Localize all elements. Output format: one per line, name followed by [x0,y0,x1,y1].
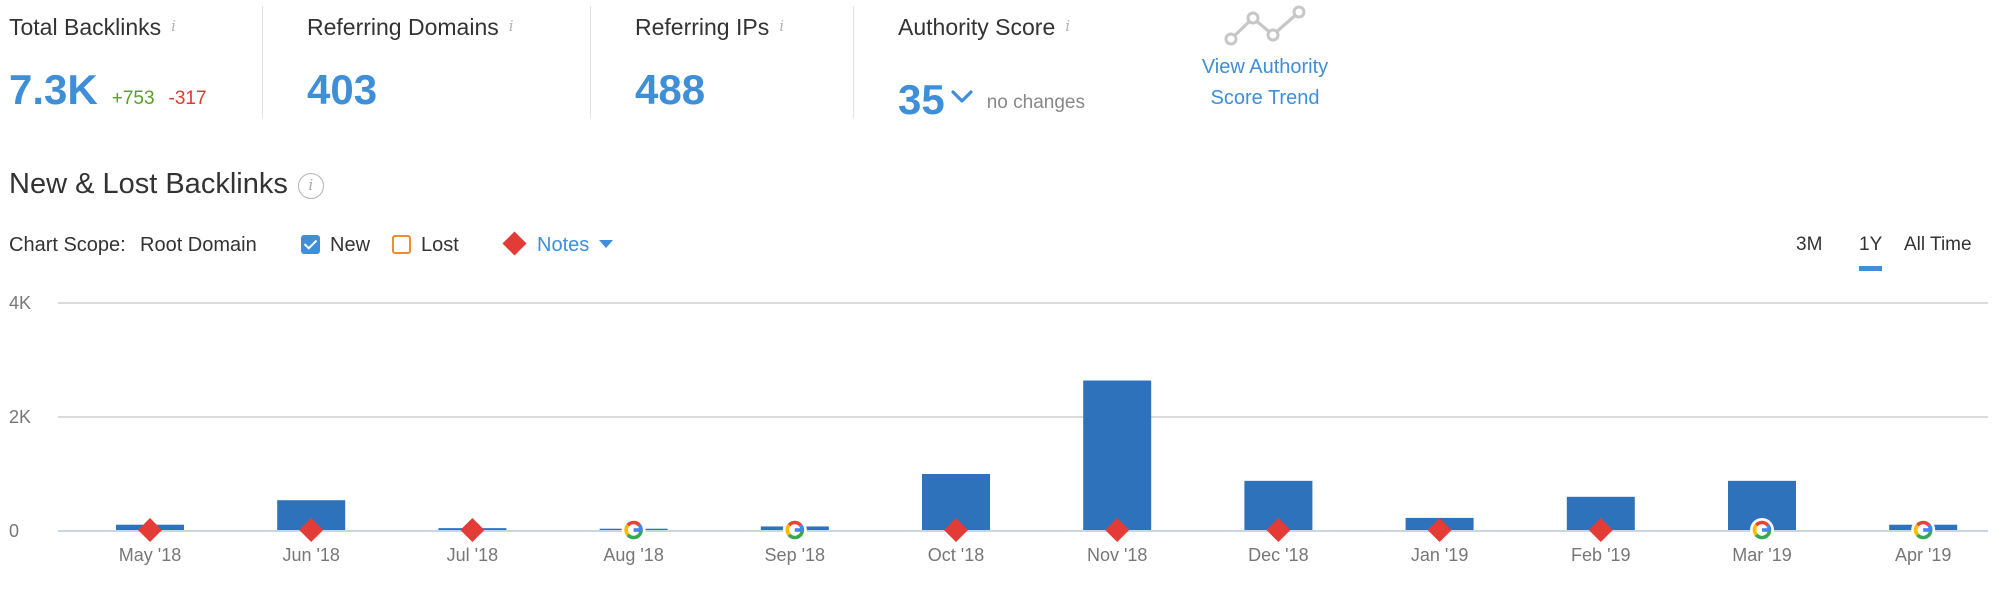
checkbox-unchecked-icon[interactable] [392,235,411,254]
tab-1y[interactable]: 1Y [1859,230,1883,271]
google-update-icon[interactable] [1750,518,1774,542]
chart-scope-label: Chart Scope: [9,234,126,256]
time-range-tabs: 3M 1Y All Time [1789,230,1989,271]
checkbox-checked-icon[interactable] [301,235,320,254]
metric-referring-domains: Referring Domains i 403 [307,0,567,118]
notes-dropdown-label[interactable]: Notes [537,234,590,256]
trend-link-line2[interactable]: Score Trend [1210,87,1320,109]
page-title: New & Lost Backlinks [9,168,288,200]
chevron-down-icon[interactable] [951,66,973,114]
metric-authority-score: Authority Score i 35 no changes [898,0,1158,123]
x-tick-label: Apr '19 [1895,545,1951,565]
lost-checkbox-label[interactable]: Lost [421,234,459,256]
authority-score-value[interactable]: 35 [898,76,945,123]
info-icon[interactable]: i [779,17,785,35]
note-diamond-icon[interactable] [1588,517,1613,543]
new-checkbox[interactable]: New [301,230,370,260]
note-diamond-icon[interactable] [1266,517,1291,543]
google-update-icon[interactable] [621,518,646,542]
view-authority-score-trend-link[interactable]: View Authority Score Trend [1160,0,1370,114]
metric-label: Authority Score [898,14,1056,40]
metric-label: Total Backlinks [9,14,162,40]
x-tick-label: Jun '18 [282,545,339,565]
x-tick-label: Nov '18 [1087,545,1147,565]
trend-line-icon [1224,5,1306,46]
note-diamond-icon[interactable] [1105,517,1130,543]
x-tick-label: Mar '19 [1732,545,1791,565]
divider [262,6,263,118]
metric-referring-ips: Referring IPs i 488 [635,0,855,118]
divider [590,6,591,118]
note-diamond-icon[interactable] [137,517,163,543]
bar[interactable] [1083,380,1152,531]
metric-total-backlinks: Total Backlinks i 7.3K +753 -317 [9,0,249,118]
lost-checkbox[interactable]: Lost [392,230,459,260]
note-diamond-icon[interactable] [460,517,485,543]
google-update-icon[interactable] [1911,518,1936,542]
info-icon[interactable]: i [508,17,514,35]
divider [853,6,854,118]
metric-label: Referring Domains [307,14,499,40]
x-tick-label: Jul '18 [447,545,498,565]
new-lost-backlinks-chart: 0 2K 4K May '18 Jun '18 Jul '18 Aug '18 Sep '18… [9,293,1988,565]
x-tick-label: Aug '18 [603,545,664,565]
x-tick-label: Oct '18 [928,545,984,565]
info-icon[interactable]: i [171,17,176,35]
referring-ips-value[interactable]: 488 [635,66,706,113]
x-tick-label: Dec '18 [1248,545,1308,565]
authority-score-change: no changes [986,92,1085,113]
note-diamond-icon [502,231,527,256]
y-tick-label: 0 [9,521,19,541]
new-checkbox-label[interactable]: New [330,234,371,256]
x-tick-label: Sep '18 [765,545,826,565]
trend-link-line1[interactable]: View Authority [1201,56,1329,78]
metric-label: Referring IPs [635,14,770,40]
chart-scope-select[interactable]: Root Domain [140,234,257,256]
referring-domains-value[interactable]: 403 [307,66,378,113]
new-backlinks-delta[interactable]: +753 [111,88,155,109]
google-update-icon[interactable] [782,518,807,542]
y-tick-label: 4K [9,293,31,313]
section-title: New & Lost Backlinks i [9,168,324,201]
caret-down-icon[interactable] [599,240,614,248]
tab-3m[interactable]: 3M [1796,234,1823,255]
x-tick-label: May '18 [119,545,181,565]
note-diamond-icon[interactable] [1427,517,1452,543]
x-tick-label: Jan '19 [1411,545,1468,565]
info-icon[interactable]: i [1065,17,1071,35]
lost-backlinks-delta[interactable]: -317 [168,88,207,109]
x-tick-label: Feb '19 [1571,545,1630,565]
info-circle-icon[interactable]: i [297,173,324,199]
notes-dropdown[interactable]: Notes [502,230,614,260]
y-tick-label: 2K [9,407,31,427]
total-backlinks-value[interactable]: 7.3K [9,66,98,113]
tab-all-time[interactable]: All Time [1904,234,1972,255]
